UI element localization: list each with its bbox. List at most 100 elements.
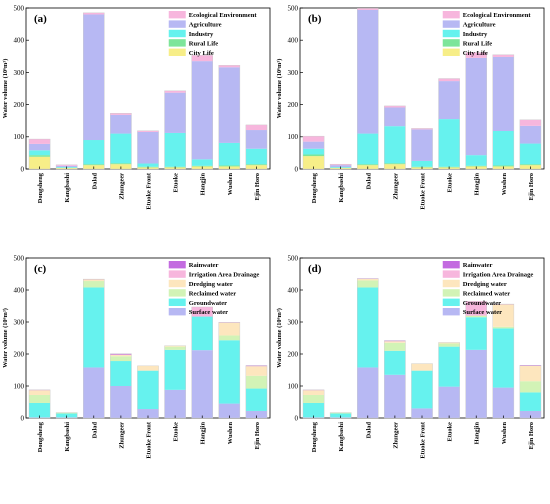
bar-segment <box>411 128 433 130</box>
x-tick-label: Wushen <box>501 173 508 196</box>
bar-segment <box>164 345 186 347</box>
bar-segment <box>110 114 132 134</box>
y-tick-label: 300 <box>288 69 299 77</box>
bar-segment <box>384 126 406 164</box>
x-tick-label: Hangjin <box>474 422 481 445</box>
panel-tag: (a) <box>34 13 47 25</box>
x-tick-label: Etuoke Front <box>420 421 427 459</box>
bar-segment <box>110 113 132 115</box>
legend-label: Irrigation Area Drainage <box>463 272 534 279</box>
legend-swatch <box>168 279 186 288</box>
bar-segment <box>357 133 379 165</box>
bar-segment <box>83 281 105 288</box>
bar-segment <box>218 340 240 404</box>
bar-segment <box>465 317 487 350</box>
legend-swatch <box>168 39 186 47</box>
y-tick-label: 100 <box>288 133 299 141</box>
x-tick-label: Dalad <box>91 173 98 190</box>
bar-segment <box>492 131 514 166</box>
x-tick-label: Etuoke <box>173 173 180 193</box>
x-tick-label: Dongsheng <box>37 172 44 203</box>
x-tick-label: Dalad <box>91 422 98 439</box>
legend-swatch <box>442 48 460 56</box>
y-axis-label: Water volume (10⁶m³) <box>276 308 283 368</box>
y-tick-label: 0 <box>21 414 25 422</box>
x-tick-label: Etuoke <box>447 422 454 442</box>
y-tick-label: 500 <box>14 254 25 262</box>
bar-segment <box>56 413 78 418</box>
y-tick-label: 0 <box>295 165 299 173</box>
bar-segment <box>519 365 542 366</box>
bar-segment <box>137 409 159 418</box>
x-tick-label: Zhungeer <box>118 173 125 200</box>
legend-label: Ecological Environment <box>463 12 532 19</box>
legend-label: Dredging water <box>463 281 507 288</box>
x-tick-label: Ejin Horo <box>528 173 535 200</box>
legend-label: City Life <box>463 50 488 57</box>
bar-segment <box>330 413 352 418</box>
bar-segment <box>83 164 105 166</box>
bar-segment <box>357 280 379 288</box>
legend-swatch <box>442 308 460 316</box>
bar-segment <box>191 159 213 166</box>
bar-segment <box>218 65 240 68</box>
bar-segment <box>357 9 379 134</box>
bar-segment <box>330 412 352 414</box>
y-tick-label: 200 <box>14 350 25 358</box>
bar-segment <box>302 154 325 157</box>
x-tick-label: Kangbashi <box>64 173 71 203</box>
bar-segment <box>384 342 406 351</box>
x-tick-label: Zhungeer <box>118 422 125 449</box>
legend-label: Reclaimed water <box>463 290 510 297</box>
bar-segment <box>384 105 406 108</box>
legend-swatch <box>168 11 186 19</box>
bar-segment <box>519 365 542 382</box>
legend-label: Dredging water <box>189 281 233 288</box>
legend-label: Surface water <box>463 309 502 316</box>
bar-segment <box>191 55 213 62</box>
bar-segment <box>110 353 132 355</box>
legend-label: Groundwater <box>463 300 501 307</box>
bar-segment <box>110 354 132 357</box>
bar-segment <box>137 365 159 371</box>
bar-segment <box>245 388 268 411</box>
bar-segment <box>83 14 105 141</box>
bar-segment <box>245 148 268 165</box>
y-tick-label: 300 <box>288 318 299 326</box>
chart-panel-3: 0 100 200 300 400 500 Water volume (10⁶m³) (c) D… <box>2 254 271 459</box>
y-tick-label: 200 <box>288 101 299 109</box>
bar-segment <box>164 346 186 350</box>
x-tick-label: Hangjin <box>200 422 207 445</box>
bar-segment <box>384 163 406 165</box>
y-tick-label: 0 <box>21 165 25 173</box>
bar-segment <box>357 367 379 418</box>
y-tick-label: 400 <box>14 37 25 45</box>
bar-segment <box>519 125 542 144</box>
x-tick-label: Etuoke <box>447 173 454 193</box>
x-tick-label: Etuoke <box>173 422 180 442</box>
y-tick-label: 500 <box>14 4 25 12</box>
bar-segment <box>28 394 51 403</box>
x-tick-label: Dongsheng <box>37 421 44 452</box>
bar-segment <box>411 129 433 161</box>
bar-segment <box>83 279 105 282</box>
bar-segment <box>137 370 159 410</box>
bar-segment <box>465 165 487 167</box>
legend-label: Rainwater <box>189 262 219 269</box>
legend-swatch <box>442 39 460 47</box>
bar-segment <box>330 165 352 168</box>
bar-segment <box>245 375 268 389</box>
legend-swatch <box>442 11 460 19</box>
bar-segment <box>110 133 132 164</box>
bar-segment <box>438 342 460 344</box>
bar-segment <box>164 92 186 133</box>
chart-panel-4: 0 100 200 300 400 500 Water volume (10⁶m³) (d) D… <box>276 254 545 459</box>
x-tick-label: Dalad <box>365 422 372 439</box>
bar-segment <box>519 381 542 393</box>
bar-segment <box>384 350 406 375</box>
x-tick-label: Kangbashi <box>64 422 71 452</box>
bar-segment <box>492 54 514 57</box>
panel-tag: (d) <box>308 263 322 275</box>
legend-label: Irrigation Area Drainage <box>189 272 260 279</box>
